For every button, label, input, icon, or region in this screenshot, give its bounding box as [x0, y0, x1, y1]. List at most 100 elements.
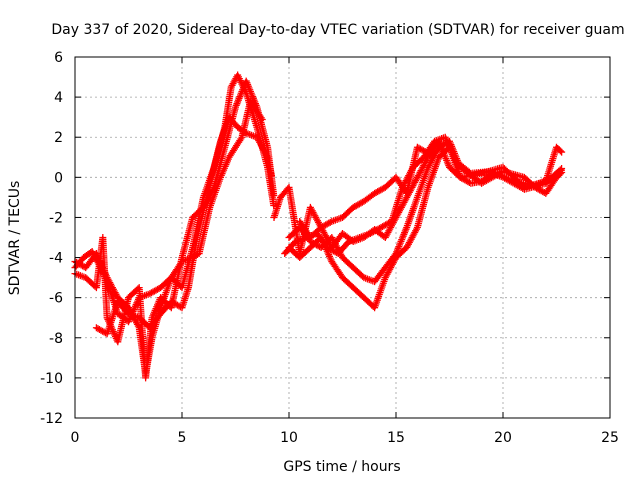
y-tick-label: -8: [49, 331, 63, 347]
data-point: [178, 215, 196, 262]
data-point: [413, 185, 432, 231]
x-tick-label: 10: [280, 430, 298, 446]
data-point: [349, 264, 367, 280]
data-point: [424, 155, 442, 191]
data-point: [135, 290, 152, 302]
data-point: [217, 155, 232, 181]
data-point: [264, 153, 275, 180]
data-point: [381, 215, 399, 241]
y-tick-label: -2: [49, 210, 63, 226]
data-point: [238, 99, 254, 141]
data-point: [157, 275, 174, 292]
data-point: [548, 165, 566, 181]
data-point: [339, 274, 356, 290]
data-point: [398, 165, 416, 191]
series-track-3: [92, 113, 275, 338]
y-tick-label: -10: [40, 371, 63, 387]
data-point: [349, 234, 366, 246]
data-point: [403, 195, 421, 231]
y-tick-label: 0: [54, 170, 63, 186]
data-point: [317, 223, 335, 250]
data-point: [246, 97, 266, 124]
data-point: [217, 115, 232, 145]
data-point: [97, 264, 112, 290]
data-point: [296, 217, 313, 240]
data-point: [392, 195, 410, 221]
series-track-9: [296, 146, 441, 252]
x-tick-label: 25: [601, 430, 619, 446]
data-point: [553, 143, 566, 156]
data-point: [146, 284, 163, 298]
data-point: [125, 295, 142, 326]
data-point: [360, 191, 377, 205]
data-point: [92, 324, 110, 337]
y-tick-label: 4: [54, 90, 63, 106]
data-point: [531, 174, 555, 189]
plot-frame: [74, 56, 611, 419]
data-point: [409, 155, 426, 171]
data-point: [253, 133, 271, 160]
data-point: [371, 275, 389, 312]
data-points: [71, 71, 566, 382]
data-point: [225, 113, 240, 130]
y-axis-label: SDTVAR / TECUs: [7, 181, 23, 296]
data-point: [195, 205, 213, 258]
data-point: [349, 198, 366, 211]
x-axis-label: GPS time / hours: [283, 459, 400, 475]
y-tick-label: 2: [54, 130, 63, 146]
x-tick-label: 20: [494, 430, 512, 446]
x-tick-label: 5: [178, 430, 187, 446]
data-point: [189, 251, 202, 262]
data-point: [339, 254, 356, 270]
data-point: [424, 146, 441, 161]
data-point: [296, 245, 313, 262]
data-point: [193, 191, 211, 241]
y-tick-label: -4: [49, 251, 63, 267]
data-point: [349, 284, 367, 300]
x-tick-label: 0: [71, 430, 80, 446]
data-point: [339, 205, 356, 221]
data-point: [225, 135, 245, 161]
data-point: [452, 157, 473, 176]
chart-title: Day 337 of 2020, Sidereal Day-to-day VTE…: [51, 22, 624, 38]
data-point: [413, 155, 431, 181]
grid-lines: [75, 57, 610, 418]
data-point: [413, 165, 431, 201]
data-point: [167, 298, 184, 311]
data-point: [553, 169, 566, 181]
data-point: [371, 184, 388, 197]
data-point: [403, 175, 421, 201]
data-point: [542, 175, 559, 197]
data-point: [178, 254, 195, 266]
data-point: [488, 167, 516, 185]
data-point: [510, 177, 537, 189]
y-tick-label: -12: [40, 411, 63, 427]
data-point: [420, 139, 437, 161]
data-point: [270, 195, 284, 221]
data-point: [88, 248, 104, 270]
data-point: [328, 258, 345, 280]
data-point: [328, 214, 345, 225]
data-point: [334, 239, 352, 258]
data-point: [371, 265, 388, 286]
data-point: [242, 77, 260, 109]
data-point: [392, 245, 409, 262]
data-point: [281, 239, 298, 258]
y-tick-labels: -12 -10 -8 -6 -4 -2 0 2 4 6: [40, 50, 63, 427]
data-point: [431, 134, 447, 145]
data-point: [178, 285, 192, 312]
axis-ticks: [74, 56, 611, 419]
data-point: [146, 311, 163, 332]
data-point: [381, 251, 399, 272]
data-point: [467, 167, 494, 177]
data-point: [360, 274, 377, 285]
y-tick-label: 6: [54, 50, 63, 66]
y-tick-label: -6: [49, 291, 63, 307]
data-point: [499, 167, 527, 181]
data-point: [381, 255, 399, 282]
data-point: [291, 234, 308, 246]
data-point: [403, 225, 421, 252]
data-point: [306, 203, 324, 230]
x-tick-label: 15: [387, 430, 405, 446]
